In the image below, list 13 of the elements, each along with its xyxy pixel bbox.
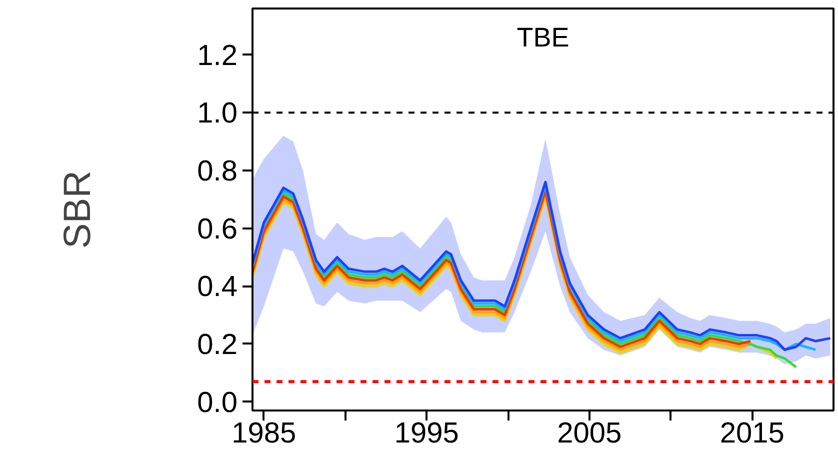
y-tick-label: 0.4 bbox=[197, 271, 238, 304]
y-tick-label: 0.0 bbox=[197, 386, 238, 419]
y-axis-title: SBR bbox=[57, 170, 100, 249]
y-tick-label: 0.6 bbox=[197, 213, 238, 246]
y-tick-label: 1.0 bbox=[197, 98, 238, 130]
x-tick-label: 2005 bbox=[557, 418, 622, 450]
x-tick-label: 1985 bbox=[232, 418, 296, 450]
y-tick-label: 0.2 bbox=[197, 328, 238, 361]
y-tick-label: 0.8 bbox=[197, 155, 238, 188]
text: TBE bbox=[516, 22, 570, 52]
y-tick-label: 1.2 bbox=[197, 40, 238, 72]
x-tick-label: 1995 bbox=[394, 418, 459, 450]
x-tick-label: 2015 bbox=[720, 418, 784, 450]
